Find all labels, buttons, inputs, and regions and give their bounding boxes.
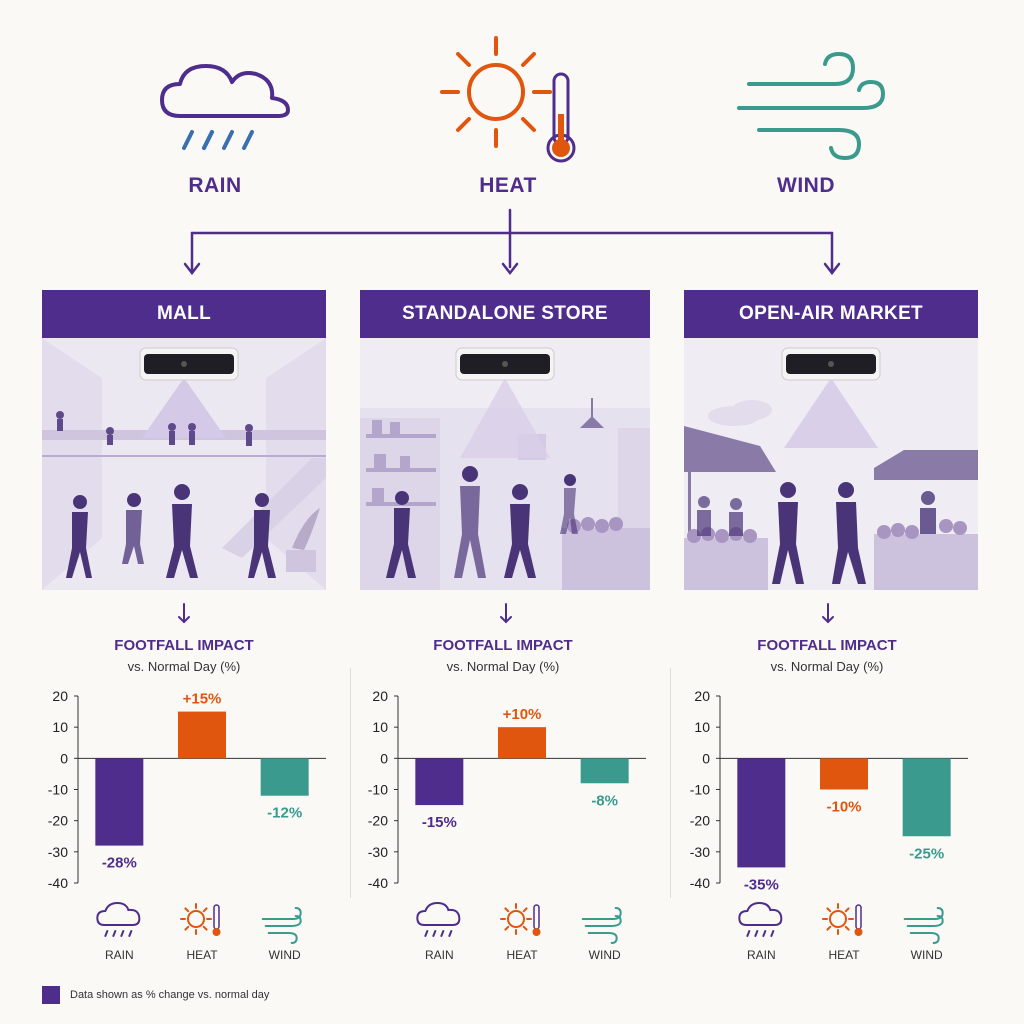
heat-small-icon — [822, 903, 863, 936]
connector-lines — [183, 208, 841, 276]
bar-label-heat: +10% — [503, 706, 542, 723]
bar-rain — [737, 758, 786, 868]
heat-small-icon — [500, 903, 541, 936]
y-tick-label: 10 — [694, 719, 710, 735]
y-tick-label: 0 — [60, 750, 68, 766]
y-tick-label: 0 — [702, 750, 710, 766]
category-label-heat: HEAT — [186, 948, 218, 962]
bar-label-wind: -25% — [909, 845, 944, 862]
bar-heat — [820, 758, 868, 790]
category-label-rain: RAIN — [105, 948, 134, 962]
y-tick-label: 0 — [380, 750, 388, 766]
down-arrows — [178, 603, 834, 624]
bar-heat — [498, 727, 546, 759]
rain-small-icon — [738, 901, 783, 937]
y-tick-label: -30 — [368, 844, 388, 860]
impact-title-store: FOOTFALL IMPACT — [433, 637, 573, 654]
legend-text: Data shown as % change vs. normal day — [70, 989, 270, 1001]
impact-subtitle-mall: vs. Normal Day (%) — [127, 659, 241, 674]
venue-banner-market: OPEN-AIR MARKET — [684, 290, 978, 338]
y-tick-label: -40 — [690, 875, 710, 891]
legend-swatch — [42, 986, 60, 1004]
y-tick-label: 20 — [694, 688, 710, 704]
bar-rain — [415, 758, 464, 806]
y-tick-label: -30 — [690, 844, 710, 860]
bar-label-heat: +15% — [183, 691, 222, 708]
wind-small-icon — [581, 907, 622, 944]
bar-label-wind: -12% — [267, 805, 302, 822]
bar-label-rain: -35% — [744, 876, 779, 893]
y-tick-label: 10 — [372, 719, 388, 735]
y-tick-label: -10 — [690, 782, 710, 798]
category-label-wind: WIND — [269, 948, 301, 962]
heat-label: HEAT — [479, 174, 537, 197]
bar-label-wind: -8% — [591, 792, 618, 809]
bar-label-rain: -15% — [422, 814, 457, 831]
mall-scene-illustration — [42, 338, 326, 590]
y-tick-label: -40 — [368, 875, 388, 891]
y-tick-label: -20 — [48, 813, 68, 829]
market-footfall-chart: 20 10 0 -10 -20 -30 -40 -35% RAIN -10% HEAT -25% WIN… — [690, 688, 968, 962]
category-label-rain: RAIN — [425, 948, 454, 962]
store-footfall-chart: 20 10 0 -10 -20 -30 -40 -15% RAIN +10% HEAT -8% WIND — [368, 688, 646, 962]
venue-banner-standalone: STANDALONE STORE — [360, 290, 650, 338]
category-label-wind: WIND — [911, 948, 943, 962]
impact-subtitle-market: vs. Normal Day (%) — [770, 659, 884, 674]
bar-wind — [902, 758, 951, 837]
legend: Data shown as % change vs. normal day — [42, 986, 269, 1004]
mall-footfall-chart: 20 10 0 -10 -20 -30 -40 -28% RAIN +15% HEAT -12% WIN… — [48, 688, 326, 962]
wind-small-icon — [903, 907, 944, 944]
impact-title-mall: FOOTFALL IMPACT — [114, 637, 254, 654]
impact-subtitle-store: vs. Normal Day (%) — [446, 659, 560, 674]
venue-banner-mall: MALL — [42, 290, 326, 338]
category-label-rain: RAIN — [747, 948, 776, 962]
rain-small-icon — [96, 901, 141, 937]
category-label-heat: HEAT — [506, 948, 538, 962]
category-label-heat: HEAT — [828, 948, 860, 962]
category-label-wind: WIND — [589, 948, 621, 962]
y-tick-label: 20 — [52, 688, 68, 704]
y-tick-label: -30 — [48, 844, 68, 860]
bar-label-heat: -10% — [826, 799, 861, 816]
bar-heat — [178, 711, 226, 759]
y-tick-label: -10 — [368, 782, 388, 798]
sun-thermometer-icon — [440, 36, 576, 163]
bar-wind — [260, 758, 309, 796]
store-scene-illustration — [360, 338, 650, 590]
y-tick-label: 20 — [372, 688, 388, 704]
bar-label-rain: -28% — [102, 855, 137, 872]
rain-label: RAIN — [188, 174, 242, 197]
panel-divider — [350, 668, 351, 898]
heat-small-icon — [180, 903, 221, 936]
rain-cloud-icon — [160, 64, 290, 150]
wind-label: WIND — [777, 174, 835, 197]
impact-title-market: FOOTFALL IMPACT — [757, 637, 897, 654]
y-tick-label: -20 — [368, 813, 388, 829]
wind-small-icon — [261, 907, 302, 944]
y-tick-label: -10 — [48, 782, 68, 798]
rain-small-icon — [416, 901, 461, 937]
bar-wind — [580, 758, 629, 784]
bar-rain — [95, 758, 144, 846]
wind-icon — [737, 51, 886, 161]
y-tick-label: -40 — [48, 875, 68, 891]
y-tick-label: 10 — [52, 719, 68, 735]
y-tick-label: -20 — [690, 813, 710, 829]
market-scene-illustration — [684, 338, 978, 590]
panel-divider — [670, 668, 671, 898]
